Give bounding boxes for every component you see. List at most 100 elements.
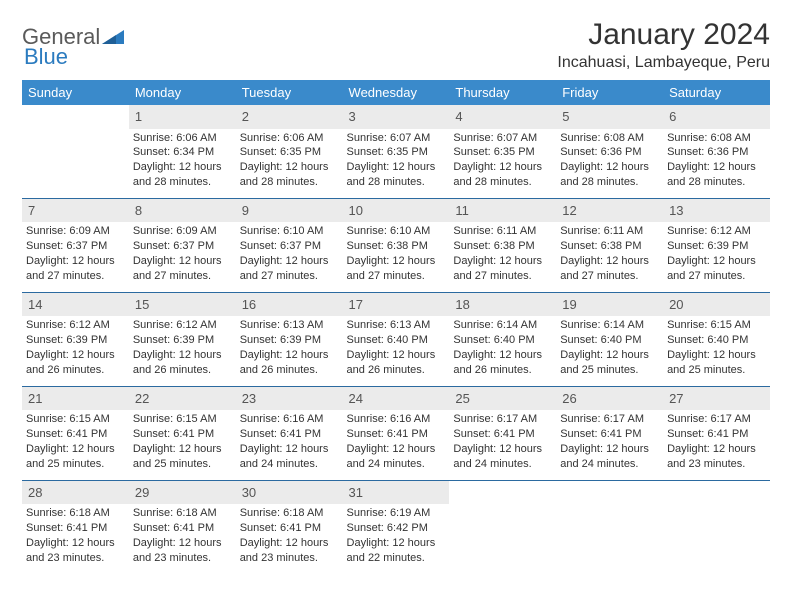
day-content-cell: Sunrise: 6:14 AMSunset: 6:40 PMDaylight:… — [556, 316, 663, 386]
day-content-cell: Sunrise: 6:15 AM Sunset: 6:41 PM Daylight:… — [129, 410, 236, 480]
day-content-cell: Sunrise: 6:19 AMSunset: 6:42 PMDaylight:… — [343, 504, 450, 573]
day-content-cell: Sunrise: 6:15 AMSunset: 6:41 PMDaylight:… — [22, 410, 129, 480]
day-number-cell: 16 — [236, 292, 343, 316]
day-content-cell: Sunrise: 6:17 AMSunset: 6:41 PMDaylight:… — [449, 410, 556, 480]
day-number-row: 78910111213 — [22, 198, 770, 222]
daylight-line: Daylight: 12 hours and 25 minutes. — [560, 349, 649, 376]
sunset-line: Sunset: 6:41 PM — [560, 428, 641, 440]
sunrise-line: Sunrise: 6:18 AM — [133, 507, 217, 519]
daylight-line: Daylight: 12 hours and 28 minutes. — [560, 161, 649, 188]
day-content-cell: Sunrise: 6:18 AM Sunset: 6:41 PM Daylight:… — [236, 504, 343, 573]
daylight-line: Daylight: 12 hours and 28 minutes. — [240, 161, 329, 188]
sunset-line: Sunset: 6:35 PM — [347, 146, 428, 158]
day-number-cell: 22 — [129, 386, 236, 410]
daylight-line: Daylight: 12 hours and 27 minutes. — [133, 255, 222, 282]
day-number-cell: 31 — [343, 480, 450, 504]
weekday-header: Tuesday — [236, 80, 343, 105]
day-number-cell: 6 — [663, 105, 770, 129]
daylight-line: Daylight: 12 hours and 26 minutes. — [347, 349, 436, 376]
day-content-row: Sunrise: 6:15 AM Sunset: 6:41 PM Daylight:… — [22, 410, 770, 480]
sunrise-line: Sunrise: 6:17 AM — [560, 413, 644, 425]
sunset-line: Sunset: 6:36 PM — [560, 146, 641, 158]
sunset-line: Sunset: 6:38 PM — [347, 240, 428, 252]
sunset-line: Sunset: 6:36 PM — [667, 146, 748, 158]
sunset-line: Sunset: 6:34 PM — [133, 146, 214, 158]
daylight-line: Daylight: 12 hours and 25 minutes. — [667, 349, 756, 376]
sunrise-line: Sunrise: 6:15 AM — [26, 413, 110, 425]
weekday-header: Thursday — [449, 80, 556, 105]
weekday-header: Monday — [129, 80, 236, 105]
sunrise-line: Sunrise: 6:13 AM — [347, 319, 431, 331]
day-content-cell: Sunrise: 6:06 AMSunset: 6:34 PMDaylight:… — [129, 129, 236, 199]
day-content-row: Sunrise: 6:18 AM Sunset: 6:41 PM Daylight:… — [22, 504, 770, 573]
day-number-cell — [449, 480, 556, 504]
sunset-line: Sunset: 6:40 PM — [347, 334, 428, 346]
daylight-line: Daylight: 12 hours and 24 minutes. — [347, 443, 436, 470]
day-content-cell: Sunrise: 6:08 AMSunset: 6:36 PMDaylight:… — [663, 129, 770, 199]
day-content-cell: Sunrise: 6:11 AMSunset: 6:38 PMDaylight:… — [449, 222, 556, 292]
day-content-cell: Sunrise: 6:06 AMSunset: 6:35 PMDaylight:… — [236, 129, 343, 199]
day-content-cell: Sunrise: 6:12 AMSunset: 6:39 PMDaylight:… — [663, 222, 770, 292]
sunset-line: Sunset: 6:39 PM — [26, 334, 107, 346]
sunset-line: Sunset: 6:37 PM — [133, 240, 214, 252]
sunrise-line: Sunrise: 6:06 AM — [240, 132, 324, 144]
day-number-cell: 13 — [663, 198, 770, 222]
sunrise-line: Sunrise: 6:18 AM — [26, 507, 110, 519]
day-content-cell: Sunrise: 6:10 AMSunset: 6:37 PMDaylight:… — [236, 222, 343, 292]
sunrise-line: Sunrise: 6:14 AM — [560, 319, 644, 331]
daylight-line: Daylight: 12 hours and 25 minutes. — [133, 443, 222, 470]
daylight-line: Daylight: 12 hours and 27 minutes. — [240, 255, 329, 282]
sunset-line: Sunset: 6:41 PM — [133, 428, 214, 440]
day-content-cell: Sunrise: 6:09 AM Sunset: 6:37 PM Daylight:… — [129, 222, 236, 292]
daylight-line: Daylight: 12 hours and 24 minutes. — [560, 443, 649, 470]
sunrise-line: Sunrise: 6:09 AM — [133, 225, 217, 237]
day-number-cell: 12 — [556, 198, 663, 222]
day-number-cell — [663, 480, 770, 504]
weekday-header: Sunday — [22, 80, 129, 105]
daylight-line: Daylight: 12 hours and 23 minutes. — [133, 537, 222, 564]
sunset-line: Sunset: 6:41 PM — [347, 428, 428, 440]
day-content-cell: Sunrise: 6:18 AMSunset: 6:41 PMDaylight:… — [22, 504, 129, 573]
sunrise-line: Sunrise: 6:11 AM — [453, 225, 536, 237]
weekday-header: Wednesday — [343, 80, 450, 105]
day-content-cell: Sunrise: 6:10 AMSunset: 6:38 PMDaylight:… — [343, 222, 450, 292]
day-number-row: 123456 — [22, 105, 770, 129]
sunrise-line: Sunrise: 6:10 AM — [347, 225, 431, 237]
sunrise-line: Sunrise: 6:18 AM — [240, 507, 324, 519]
day-number-cell: 23 — [236, 386, 343, 410]
day-number-row: 21222324252627 — [22, 386, 770, 410]
day-number-cell: 28 — [22, 480, 129, 504]
day-content-cell: Sunrise: 6:13 AMSunset: 6:39 PMDaylight:… — [236, 316, 343, 386]
sunset-line: Sunset: 6:41 PM — [240, 522, 321, 534]
day-number-cell: 19 — [556, 292, 663, 316]
day-content-row: Sunrise: 6:06 AM Sunset: 6:34 PM Daylight:… — [22, 129, 770, 199]
sunrise-line: Sunrise: 6:15 AM — [133, 413, 217, 425]
day-number-cell: 7 — [22, 198, 129, 222]
sunrise-line: Sunrise: 6:12 AM — [133, 319, 217, 331]
day-number-cell — [22, 105, 129, 129]
sunset-line: Sunset: 6:38 PM — [453, 240, 534, 252]
sunrise-line: Sunrise: 6:14 AM — [453, 319, 537, 331]
day-content-cell: Sunrise: 6:16 AMSunset: 6:41 PMDaylight:… — [343, 410, 450, 480]
daylight-line: Daylight: 12 hours and 23 minutes. — [667, 443, 756, 470]
day-number-row: 14151617181920 — [22, 292, 770, 316]
day-number-cell: 3 — [343, 105, 450, 129]
day-number-cell: 14 — [22, 292, 129, 316]
daylight-line: Daylight: 12 hours and 23 minutes. — [240, 537, 329, 564]
day-number-cell: 21 — [22, 386, 129, 410]
day-number-cell: 29 — [129, 480, 236, 504]
day-number-cell — [556, 480, 663, 504]
day-content-cell: Sunrise: 6:17 AM Sunset: 6:41 PM Daylight:… — [556, 410, 663, 480]
day-content-cell: Sunrise: 6:08 AMSunset: 6:36 PMDaylight:… — [556, 129, 663, 199]
day-number-cell: 27 — [663, 386, 770, 410]
daylight-line: Daylight: 12 hours and 24 minutes. — [240, 443, 329, 470]
day-content-cell: Sunrise: 6:07 AMSunset: 6:35 PMDaylight:… — [343, 129, 450, 199]
daylight-line: Daylight: 12 hours and 27 minutes. — [667, 255, 756, 282]
daylight-line: Daylight: 12 hours and 23 minutes. — [26, 537, 115, 564]
sunrise-line: Sunrise: 6:17 AM — [453, 413, 537, 425]
sunrise-line: Sunrise: 6:07 AM — [347, 132, 431, 144]
day-number-cell: 18 — [449, 292, 556, 316]
daylight-line: Daylight: 12 hours and 28 minutes. — [667, 161, 756, 188]
daylight-line: Daylight: 12 hours and 28 minutes. — [133, 161, 222, 188]
sunset-line: Sunset: 6:39 PM — [240, 334, 321, 346]
